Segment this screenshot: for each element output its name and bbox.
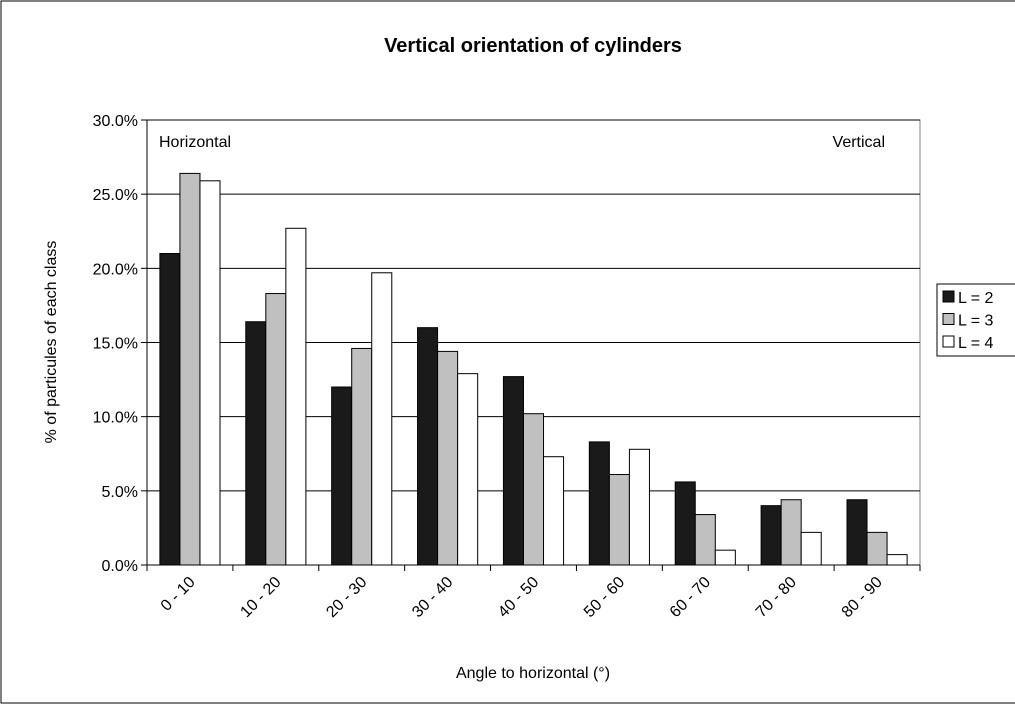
- bar: [351, 347, 373, 566]
- bar: [543, 456, 565, 566]
- legend-label: L = 2: [958, 290, 994, 307]
- bar: [502, 376, 524, 566]
- y-tick-label: 5.0%: [102, 484, 138, 501]
- y-tick-label: 0.0%: [102, 558, 138, 575]
- bar: [760, 505, 782, 566]
- bar: [674, 481, 696, 566]
- bar: [800, 531, 822, 566]
- bar: [457, 373, 479, 566]
- legend-label: L = 3: [958, 313, 994, 330]
- chart-title: Vertical orientation of cylinders: [384, 35, 682, 57]
- bar: [780, 499, 802, 566]
- x-axis-label: Angle to horizontal (°): [456, 665, 610, 682]
- bar: [608, 474, 630, 566]
- y-axis-label: % of particules of each class: [43, 241, 60, 444]
- bar: [159, 253, 181, 566]
- bar: [371, 272, 393, 566]
- bar: [179, 172, 201, 566]
- bar: [886, 554, 908, 566]
- annotation: Horizontal: [159, 134, 231, 151]
- legend-swatch: [942, 335, 955, 348]
- bar: [866, 531, 888, 566]
- y-tick-label: 20.0%: [93, 261, 138, 278]
- bar: [437, 350, 459, 566]
- bar: [522, 413, 545, 566]
- bar: [265, 293, 287, 566]
- bar: [628, 448, 650, 566]
- bar: [331, 386, 353, 566]
- bar: [417, 327, 439, 566]
- bar: [199, 180, 221, 566]
- legend-swatch: [942, 313, 955, 325]
- bar: [285, 227, 307, 566]
- y-tick-label: 10.0%: [93, 410, 138, 427]
- bar: [588, 441, 610, 566]
- bar: [245, 321, 267, 566]
- bar: [846, 499, 868, 566]
- annotation: Vertical: [833, 134, 885, 151]
- y-tick-label: 30.0%: [93, 113, 138, 130]
- legend-label: L = 4: [958, 335, 994, 352]
- y-tick-label: 25.0%: [93, 187, 138, 204]
- bar: [714, 549, 736, 566]
- y-tick-label: 15.0%: [93, 336, 138, 353]
- bar: [694, 514, 716, 566]
- legend-swatch: [942, 290, 955, 303]
